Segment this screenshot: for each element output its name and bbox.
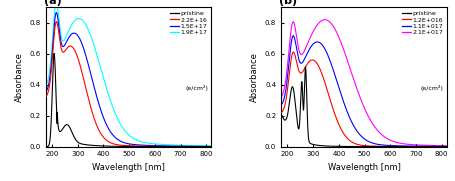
Text: (e/cm²): (e/cm²) bbox=[185, 85, 207, 91]
X-axis label: Wavelength [nm]: Wavelength [nm] bbox=[327, 163, 399, 172]
Text: (b): (b) bbox=[279, 0, 297, 6]
Text: (e/cm²): (e/cm²) bbox=[420, 85, 443, 91]
X-axis label: Wavelength [nm]: Wavelength [nm] bbox=[92, 163, 165, 172]
Y-axis label: Absorbance: Absorbance bbox=[250, 52, 259, 102]
Legend: pristine, 1.2E+016, 1.1E+017, 2.1E+017: pristine, 1.2E+016, 1.1E+017, 2.1E+017 bbox=[400, 10, 443, 36]
Legend: pristine, 2.2E+16, 1.5E+17, 1.9E+17: pristine, 2.2E+16, 1.5E+17, 1.9E+17 bbox=[169, 10, 208, 36]
Y-axis label: Absorbance: Absorbance bbox=[15, 52, 24, 102]
Text: (a): (a) bbox=[44, 0, 61, 6]
